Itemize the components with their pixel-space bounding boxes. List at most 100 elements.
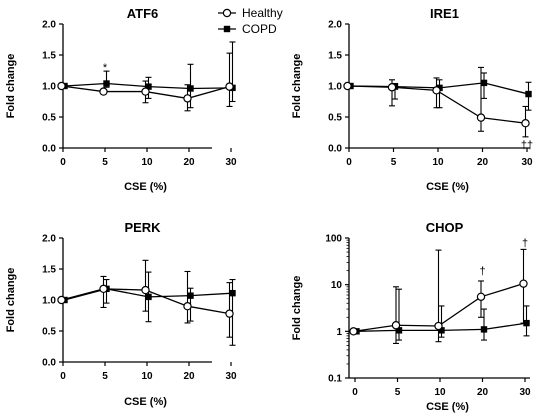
- chop-y-tick-label: 0.1: [328, 374, 342, 385]
- chop-x-axis-label: CSE (%): [426, 401, 469, 413]
- atf6-y-tick-label: 1.0: [42, 82, 56, 93]
- ire1-x-axis-label: CSE (%): [426, 181, 469, 193]
- atf6-x-tick-label: 0: [60, 157, 66, 168]
- perk-healthy-point: [141, 285, 150, 295]
- ire1-healthy-point: [521, 118, 530, 128]
- atf6-healthy-point: [225, 82, 234, 91]
- atf6-y-tick-label: 0.0: [42, 144, 56, 155]
- atf6-copd-point: [103, 80, 110, 87]
- ire1-x-tick-label: 0: [346, 157, 352, 168]
- perk-copd-point: [145, 293, 152, 301]
- chop-y-axis-label: Fold change: [291, 276, 303, 341]
- legend-copd-marker: [223, 25, 231, 33]
- perk-series-healthy: [57, 259, 234, 338]
- chop-healthy-point: [349, 327, 358, 336]
- ire1-healthy-point: [343, 81, 352, 91]
- panel-atf6: 0.0 0.5 1.0 1.5 2.0 0 5 10 20 30 ATF6 CSE (%) Fold c…: [5, 6, 237, 193]
- atf6-x-tick-label: 10: [141, 157, 153, 168]
- atf6-healthy-point: [183, 94, 192, 103]
- legend-healthy-label: Healthy: [242, 6, 283, 20]
- atf6-title: ATF6: [127, 6, 159, 21]
- atf6-x-axis-label: CSE (%): [124, 181, 167, 193]
- chop-series-healthy: [349, 248, 528, 344]
- perk-healthy-point: [99, 284, 108, 294]
- ire1-title: IRE1: [430, 6, 459, 21]
- ire1-x-tick-label: 10: [432, 157, 444, 168]
- chop-series-copd: [353, 288, 530, 341]
- chop-healthy-point: [476, 292, 486, 301]
- perk-y-tick-label: 1.5: [42, 265, 56, 276]
- ire1-y-tick-label: 1.0: [328, 82, 342, 93]
- atf6-healthy-point: [99, 87, 108, 96]
- perk-y-tick-label: 2.0: [42, 234, 56, 245]
- chop-healthy-point: [519, 279, 528, 288]
- atf6-series-healthy: [57, 52, 234, 112]
- ire1-y-tick-label: 2.0: [328, 20, 342, 31]
- perk-x-tick-label: 30: [225, 371, 237, 382]
- perk-x-axis-label: CSE (%): [124, 396, 167, 408]
- ire1-x-tick-label: 5: [391, 157, 397, 168]
- ire1-healthy-point: [387, 83, 397, 92]
- atf6-y-tick-label: 0.5: [42, 113, 56, 124]
- ire1-y-axis-label: Fold change: [291, 54, 303, 119]
- perk-healthy-point: [183, 302, 192, 311]
- ire1-significance-mark: ††: [521, 139, 533, 151]
- perk-y-axis-label: Fold change: [5, 268, 17, 333]
- atf6-copd-point: [145, 83, 152, 90]
- chop-copd-point: [395, 327, 403, 334]
- legend-healthy-marker: [222, 8, 232, 18]
- perk-copd-point: [229, 289, 236, 297]
- chop-y-tick-label: 10: [331, 280, 343, 291]
- perk-x-tick-label: 5: [102, 371, 108, 382]
- perk-healthy-point: [225, 309, 234, 318]
- chop-x-tick-label: 30: [519, 387, 531, 398]
- chop-x-tick-label: 10: [434, 387, 446, 398]
- chop-copd-point: [480, 326, 488, 333]
- chop-copd-point: [438, 327, 445, 334]
- atf6-copd-point: [187, 85, 194, 92]
- ire1-series-healthy: [343, 66, 530, 138]
- atf6-y-tick-label: 1.5: [42, 51, 56, 62]
- atf6-y-tick-label: 2.0: [42, 20, 56, 31]
- panel-ire1: 0.0 0.5 1.0 1.5 2.0 0 5 10 20 30 IRE1 CSE (%) Fold c…: [291, 6, 533, 193]
- chop-title: CHOP: [426, 220, 464, 235]
- panel-perk: 0.0 0.5 1.0 1.5 2.0 0 5 10 20 30 PERK CSE (%) Fold c…: [5, 220, 237, 408]
- atf6-series-copd: [61, 41, 236, 109]
- legend-copd-label: COPD: [242, 22, 277, 36]
- panel-chop: 0.1 1 10 100 0 5 10 20 30 CHOP CSE (%) Fold change †…: [291, 220, 531, 413]
- ire1-y-tick-label: 0.5: [328, 113, 342, 124]
- ire1-y-tick-label: 1.5: [328, 51, 342, 62]
- atf6-y-axis-label: Fold change: [5, 54, 17, 119]
- perk-x-tick-label: 20: [183, 371, 195, 382]
- perk-copd-point: [187, 292, 194, 299]
- atf6-healthy-point: [57, 81, 66, 91]
- perk-healthy-point: [57, 295, 66, 305]
- ire1-y-tick-label: 0.0: [328, 144, 342, 155]
- perk-y-tick-label: 0.5: [42, 327, 56, 338]
- perk-x-tick-label: 10: [141, 371, 153, 382]
- atf6-x-tick-label: 30: [225, 157, 237, 168]
- ire1-x-tick-label: 30: [521, 157, 533, 168]
- atf6-x-tick-label: 5: [102, 157, 108, 168]
- ire1-copd-point: [525, 90, 532, 98]
- perk-title: PERK: [124, 220, 161, 235]
- legend: Healthy COPD: [218, 6, 283, 36]
- chop-healthy-point: [434, 321, 443, 331]
- chop-x-tick-label: 5: [395, 387, 401, 398]
- chop-significance-mark: †: [479, 266, 485, 278]
- atf6-significance-mark: *: [103, 62, 108, 74]
- ire1-healthy-point: [432, 86, 441, 95]
- ire1-x-tick-label: 20: [477, 157, 489, 168]
- perk-y-tick-label: 1.0: [42, 296, 56, 307]
- chop-healthy-point: [391, 321, 401, 330]
- perk-y-tick-label: 0.0: [42, 358, 56, 369]
- perk-x-tick-label: 0: [60, 371, 66, 382]
- chop-y-tick-label: 1: [336, 327, 342, 338]
- chop-y-tick-label: 100: [325, 234, 342, 245]
- atf6-x-tick-label: 20: [183, 157, 195, 168]
- chop-x-tick-label: 20: [477, 387, 489, 398]
- ire1-healthy-point: [476, 113, 486, 122]
- atf6-healthy-point: [141, 87, 150, 96]
